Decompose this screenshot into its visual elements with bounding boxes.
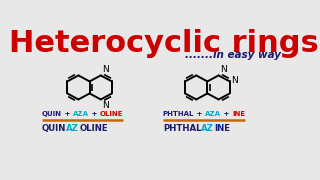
Text: +: + (194, 111, 205, 116)
Text: .......in easy way: .......in easy way (185, 50, 281, 60)
Text: AZA: AZA (73, 111, 89, 116)
Text: PHTHAL: PHTHAL (163, 111, 194, 116)
Text: AZ: AZ (201, 124, 214, 133)
Text: N: N (102, 65, 108, 74)
Text: AZA: AZA (205, 111, 221, 116)
Text: N: N (220, 65, 227, 74)
Text: +: + (62, 111, 73, 116)
Text: +: + (89, 111, 100, 116)
Text: N: N (102, 101, 108, 110)
Text: PHTHAL: PHTHAL (163, 124, 201, 133)
Text: AZ: AZ (66, 124, 79, 133)
Text: INE: INE (214, 124, 230, 133)
Text: OLINE: OLINE (100, 111, 123, 116)
Text: Heterocyclic rings: Heterocyclic rings (9, 28, 319, 58)
Text: INE: INE (232, 111, 245, 116)
Text: QUIN: QUIN (42, 111, 62, 116)
Text: QUIN: QUIN (42, 124, 66, 133)
Text: N: N (231, 76, 238, 86)
Text: +: + (221, 111, 232, 116)
Text: OLINE: OLINE (79, 124, 108, 133)
